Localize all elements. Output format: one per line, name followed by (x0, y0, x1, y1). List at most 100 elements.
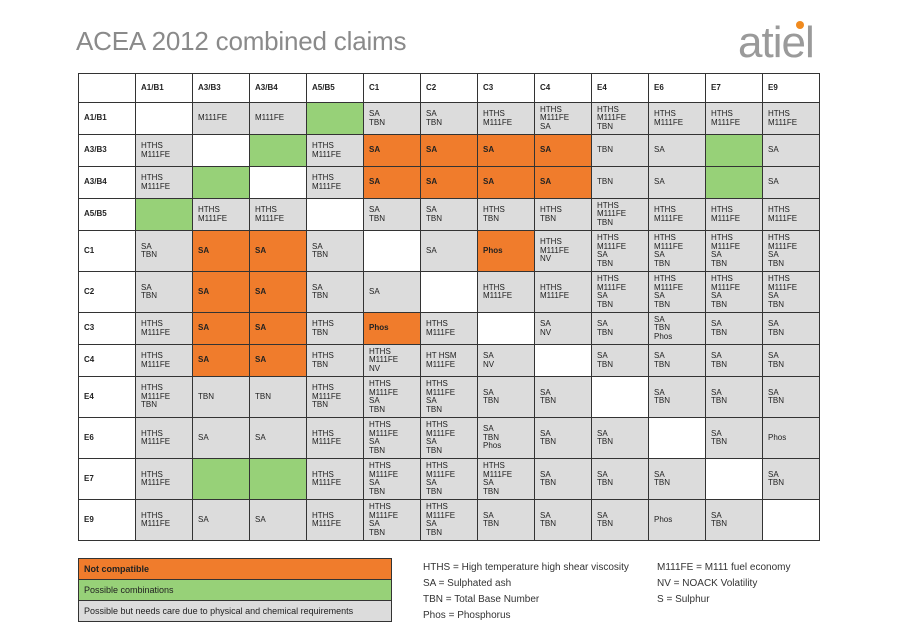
matrix-cell: SA (420, 166, 478, 199)
matrix-cell: SA TBN (648, 344, 706, 377)
matrix-cell: SA (420, 230, 478, 272)
column-header: E4 (591, 73, 649, 103)
matrix-row: C3 HTHS M111FE SA SA HTHS TBN Phos HTHS M111FE… (78, 312, 820, 345)
matrix-cell: HTHS M111FE SA TBN (477, 458, 535, 500)
matrix-corner (78, 73, 136, 103)
matrix-cell: TBN (249, 376, 307, 418)
matrix-cell: HTHS M111FE SA TBN (420, 458, 478, 500)
matrix-cell: SA (420, 134, 478, 167)
matrix-cell: Phos (762, 417, 820, 459)
matrix-cell: HTHS M111FE (306, 134, 364, 167)
matrix-cell (306, 198, 364, 231)
matrix-cell: Phos (363, 312, 421, 345)
matrix-cell: TBN (192, 376, 250, 418)
logo-dot-icon (796, 21, 804, 29)
matrix-cell: HTHS M111FE (762, 198, 820, 231)
matrix-cell: SA (648, 134, 706, 167)
matrix-cell: Phos (648, 499, 706, 541)
matrix-cell (705, 134, 763, 167)
column-header: C3 (477, 73, 535, 103)
matrix-cell: SA TBN (534, 458, 592, 500)
matrix-row: A1/B1 M111FE M111FE SA TBN SA TBN HTHS M111FE… (78, 102, 820, 135)
matrix-cell: HTHS M111FE (249, 198, 307, 231)
matrix-cell: SA TBN (534, 376, 592, 418)
legend: Not compatible Possible combinations Pos… (78, 558, 392, 622)
matrix-cell: SA TBN (648, 458, 706, 500)
matrix-cell: HTHS M111FE (477, 102, 535, 135)
matrix-cell: HTHS M111FE TBN (591, 102, 649, 135)
matrix-cell: HTHS M111FE (705, 198, 763, 231)
matrix-row: E9 HTHS M111FE SA SA HTHS M111FE HTHS M111FE … (78, 499, 820, 541)
matrix-cell: SA NV (477, 344, 535, 377)
matrix-cell: SA TBN (705, 417, 763, 459)
matrix-cell: SA (192, 271, 250, 313)
row-header: C3 (78, 312, 136, 345)
matrix-cell (192, 134, 250, 167)
matrix-cell: HTHS M111FE TBN (306, 376, 364, 418)
matrix-cell: HTHS M111FE SA TBN (420, 376, 478, 418)
matrix-cell: HTHS M111FE (306, 417, 364, 459)
row-header: E7 (78, 458, 136, 500)
matrix-cell: SA TBN (762, 376, 820, 418)
matrix-cell: SA (762, 166, 820, 199)
matrix-cell: HTHS M111FE (306, 458, 364, 500)
matrix-cell (192, 458, 250, 500)
matrix-cell: SA TBN (534, 417, 592, 459)
matrix-cell: SA TBN (705, 312, 763, 345)
matrix-cell: SA (762, 134, 820, 167)
matrix-cell: SA (477, 166, 535, 199)
matrix-cell: SA (363, 271, 421, 313)
matrix-cell: SA TBN (591, 344, 649, 377)
row-header: E6 (78, 417, 136, 459)
matrix-cell: HTHS M111FE SA (534, 102, 592, 135)
matrix-cell: HTHS M111FE SA TBN (705, 230, 763, 272)
matrix-cell (192, 166, 250, 199)
matrix-cell: SA TBN (762, 458, 820, 500)
matrix-cell: TBN (591, 166, 649, 199)
matrix-cell: SA (477, 134, 535, 167)
matrix-cell (591, 376, 649, 418)
matrix-cell (249, 166, 307, 199)
legend-not-compatible: Not compatible (78, 558, 392, 580)
matrix-cell: HTHS M111FE (135, 458, 193, 500)
matrix-row: C2 SA TBN SA SA SA TBN SA HTHS M111FE HTHS M111… (78, 271, 820, 313)
row-header: A5/B5 (78, 198, 136, 231)
matrix-row: E7 HTHS M111FE HTHS M111FE HTHS M111FE SA T… (78, 458, 820, 500)
matrix-cell (306, 102, 364, 135)
matrix-cell: HTHS M111FE SA TBN (591, 271, 649, 313)
matrix-cell: HTHS M111FE (192, 198, 250, 231)
matrix-cell (705, 458, 763, 500)
matrix-cell: SA (363, 166, 421, 199)
matrix-cell: HTHS M111FE SA TBN (648, 271, 706, 313)
matrix-cell: Phos (477, 230, 535, 272)
abbr-sa: SA = Sulphated ash (423, 578, 512, 589)
matrix-row: E4 HTHS M111FE TBN TBN TBN HTHS M111FE TBN HT… (78, 376, 820, 418)
matrix-cell: TBN (591, 134, 649, 167)
matrix-cell: HTHS M111FE TBN (135, 376, 193, 418)
matrix-cell: SA (363, 134, 421, 167)
matrix-cell: HTHS M111FE (534, 271, 592, 313)
matrix-cell: SA (192, 312, 250, 345)
matrix-cell: HTHS M111FE (420, 312, 478, 345)
matrix-cell (534, 344, 592, 377)
matrix-cell (762, 499, 820, 541)
row-header: A3/B3 (78, 134, 136, 167)
matrix-cell: SA TBN Phos (648, 312, 706, 345)
matrix-cell: SA TBN (591, 499, 649, 541)
matrix-cell: HTHS M111FE SA TBN (420, 417, 478, 459)
matrix-cell: SA TBN (306, 271, 364, 313)
legend-needs-care: Possible but needs care due to physical … (78, 600, 392, 622)
matrix-cell (648, 417, 706, 459)
matrix-cell: HTHS M111FE SA TBN (420, 499, 478, 541)
page-title: ACEA 2012 combined claims (76, 26, 407, 56)
matrix-cell: SA TBN (477, 499, 535, 541)
matrix-cell: SA TBN (420, 198, 478, 231)
matrix-row: A5/B5 HTHS M111FE HTHS M111FE SA TBN SA TBN H… (78, 198, 820, 231)
matrix-cell: SA TBN (705, 499, 763, 541)
matrix-cell: HTHS M111FE SA TBN (363, 417, 421, 459)
row-header: E9 (78, 499, 136, 541)
abbr-phos: Phos = Phosphorus (423, 610, 511, 621)
matrix-row: A3/B3 HTHS M111FE HTHS M111FE SA SA SA SA TBN SA… (78, 134, 820, 167)
matrix-cell: SA (249, 417, 307, 459)
matrix-cell: HTHS M111FE NV (363, 344, 421, 377)
